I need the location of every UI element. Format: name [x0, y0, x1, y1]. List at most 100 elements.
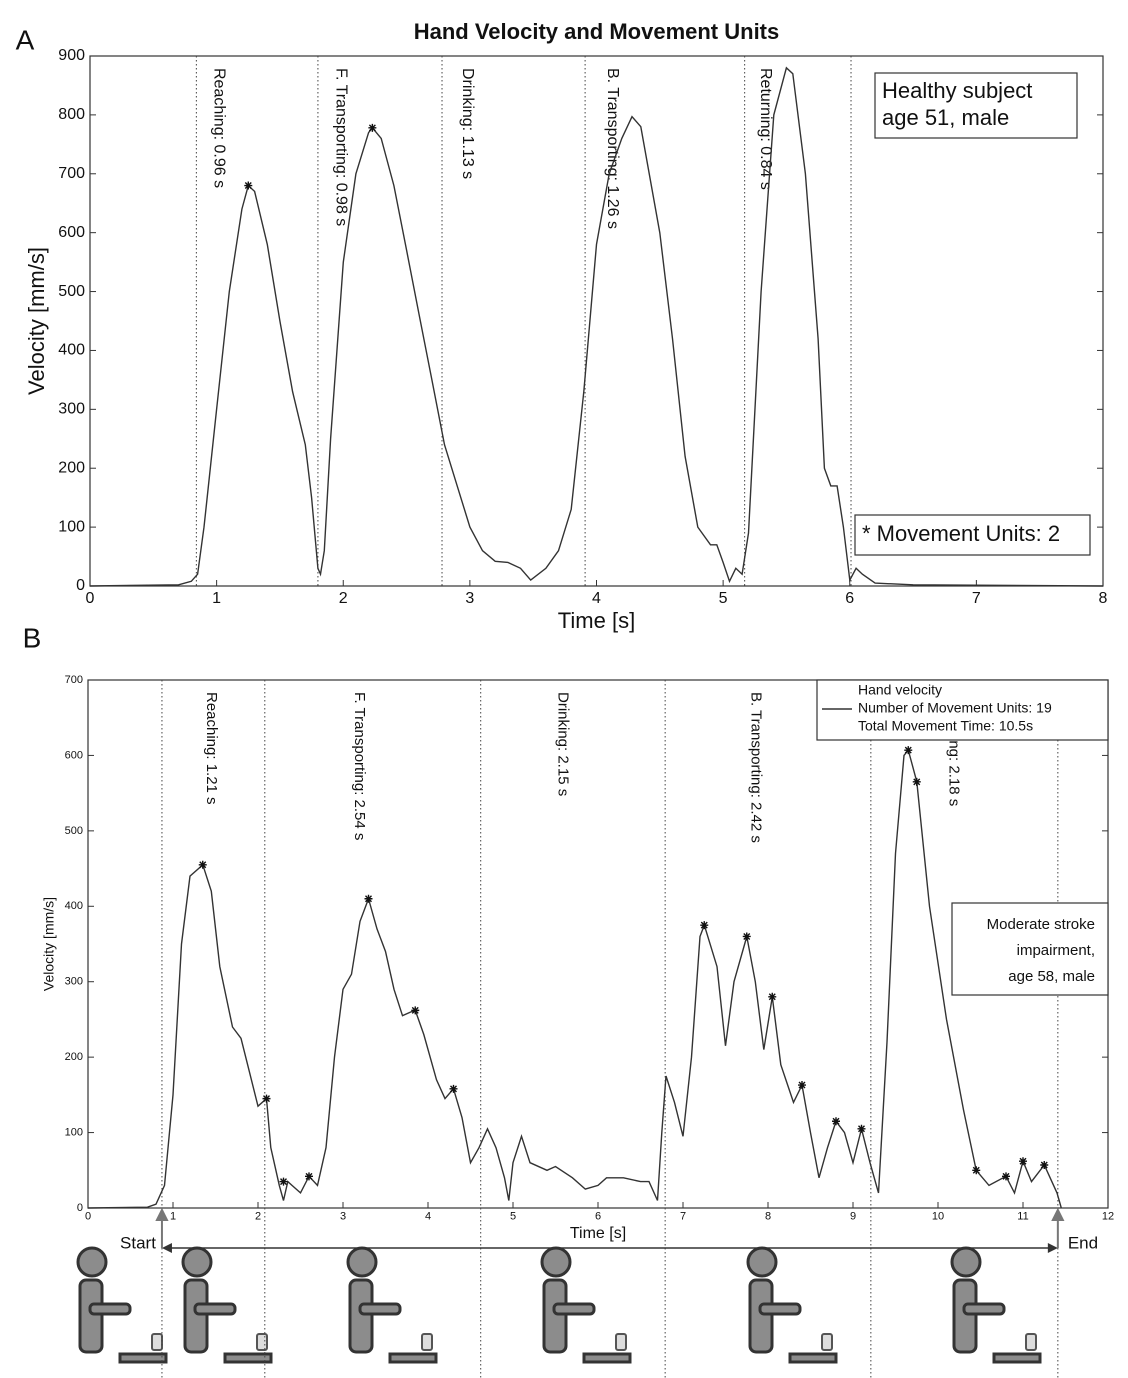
x-tick-label: 6 — [595, 1211, 601, 1223]
movement-unit-marker — [411, 1006, 420, 1015]
velocity-line — [89, 66, 1104, 587]
movement-unit-marker — [768, 992, 777, 1001]
annotation-text: age 58, male — [1008, 968, 1095, 985]
annotation-text: Moderate stroke — [987, 916, 1095, 933]
icon-start — [76, 1246, 168, 1364]
x-tick-label: 2 — [339, 590, 348, 607]
legend-note: Number of Movement Units: 19 — [858, 700, 1052, 716]
y-tick-label: 800 — [58, 106, 85, 123]
phase-label: Returning: 0.84 s — [757, 68, 774, 190]
x-tick-label: 5 — [510, 1211, 516, 1223]
x-tick-label: 1 — [170, 1211, 176, 1223]
y-tick-label: 100 — [58, 518, 85, 535]
event-arrow — [1051, 1207, 1065, 1248]
annotation-box — [951, 902, 1109, 996]
y-tick-label: 700 — [58, 165, 85, 182]
icon-returning — [950, 1246, 1042, 1364]
y-tick-label: 600 — [58, 224, 85, 241]
y-tick-label: 200 — [65, 1051, 83, 1063]
movement-unit-marker — [449, 1084, 458, 1093]
chart-title: Hand Velocity and Movement Units — [414, 19, 780, 44]
x-tick-label: 9 — [850, 1211, 856, 1223]
y-tick-label: 0 — [77, 1202, 83, 1214]
movement-unit-marker — [857, 1124, 866, 1133]
y-axis-label: Velocity [mm/s] — [24, 247, 49, 395]
x-tick-label: 2 — [255, 1211, 261, 1223]
phase-label: Drinking: 1.13 s — [459, 68, 476, 179]
y-tick-label: 300 — [58, 401, 85, 418]
icon-reaching — [181, 1246, 273, 1364]
legend-note: Total Movement Time: 10.5s — [858, 718, 1033, 734]
movement-unit-marker — [305, 1172, 313, 1181]
movement-unit-marker — [1002, 1172, 1010, 1181]
x-tick-label: 1 — [212, 590, 221, 607]
velocity-line — [87, 748, 1062, 1209]
y-tick-label: 400 — [58, 342, 85, 359]
phase-label: B. Transporting: 1.26 s — [604, 68, 621, 229]
y-tick-label: 500 — [58, 283, 85, 300]
x-tick-label: 10 — [932, 1211, 944, 1223]
x-tick-label: 3 — [465, 590, 474, 607]
y-axis-label: Velocity [mm/s] — [41, 897, 57, 991]
x-tick-label: 7 — [972, 590, 981, 607]
annotation-text: * Movement Units: 2 — [862, 521, 1060, 546]
x-tick-label: 4 — [425, 1211, 431, 1223]
phase-label: Reaching: 1.21 s — [203, 692, 220, 805]
annotation-text: Healthy subject — [882, 78, 1032, 103]
y-tick-label: 500 — [65, 825, 83, 837]
icon-drinking — [540, 1246, 632, 1364]
phase-label: F. Transporting: 2.54 s — [351, 692, 368, 840]
phase-label: Reaching: 0.96 s — [211, 68, 228, 188]
start-label: Start — [120, 1233, 156, 1252]
y-tick-label: 0 — [76, 577, 85, 594]
panel-label: B — [23, 622, 42, 653]
annotation-text: age 51, male — [882, 105, 1009, 130]
x-tick-label: 0 — [85, 1211, 91, 1223]
y-tick-label: 600 — [65, 749, 83, 761]
movement-unit-marker — [368, 123, 377, 132]
annotation-box — [874, 72, 1078, 139]
movement-unit-marker — [798, 1081, 806, 1090]
x-tick-label: 8 — [1099, 590, 1108, 607]
y-tick-label: 100 — [65, 1126, 83, 1138]
movement-unit-marker — [1040, 1161, 1049, 1170]
x-tick-label: 12 — [1102, 1211, 1114, 1223]
movement-unit-marker — [364, 894, 373, 903]
x-tick-label: 0 — [86, 590, 95, 607]
y-tick-label: 700 — [65, 674, 83, 686]
movement-unit-marker — [244, 181, 253, 190]
movement-unit-marker — [279, 1177, 288, 1186]
movement-unit-marker — [972, 1166, 981, 1175]
x-tick-label: 4 — [592, 590, 601, 607]
movement-unit-marker — [262, 1094, 271, 1103]
phase-label: F. Transporting: 0.98 s — [333, 68, 350, 226]
movement-unit-marker — [742, 932, 751, 941]
x-tick-label: 7 — [680, 1211, 686, 1223]
legend-box — [816, 679, 1109, 741]
end-label: End — [1068, 1233, 1098, 1252]
x-tick-label: 8 — [765, 1211, 771, 1223]
event-arrow — [155, 1207, 169, 1248]
y-tick-label: 400 — [65, 900, 83, 912]
icon-transporting — [346, 1246, 438, 1364]
movement-unit-marker — [700, 921, 709, 930]
panel-label: A — [16, 24, 35, 55]
phase-label: Drinking: 2.15 s — [555, 692, 572, 796]
annotation-box — [854, 514, 1091, 556]
movement-unit-marker — [912, 777, 921, 786]
x-axis-label: Time [s] — [558, 608, 635, 633]
x-tick-label: 5 — [719, 590, 728, 607]
phase-label: B. Transporting: 2.42 s — [747, 692, 764, 843]
icons — [76, 1246, 1042, 1364]
x-axis-label: Time [s] — [570, 1225, 626, 1242]
movement-unit-marker — [198, 860, 207, 869]
annotation-text: impairment, — [1017, 942, 1095, 959]
x-tick-label: 3 — [340, 1211, 346, 1223]
icon-back-transporting — [746, 1246, 838, 1364]
y-tick-label: 900 — [58, 47, 85, 64]
x-tick-label: 11 — [1017, 1211, 1028, 1223]
movement-unit-marker — [904, 746, 913, 755]
movement-unit-marker — [832, 1117, 840, 1126]
movement-unit-marker — [1019, 1157, 1027, 1166]
